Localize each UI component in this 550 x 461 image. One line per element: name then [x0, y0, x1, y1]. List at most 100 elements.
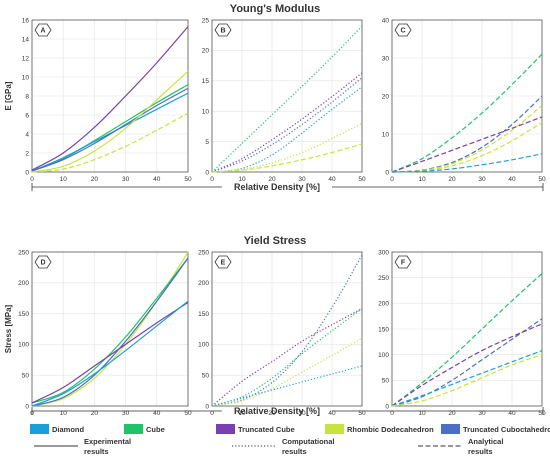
legend-label-truncated-cube: Truncated Cube [238, 425, 295, 434]
series-line-rhombic-dodecahedron [31, 112, 189, 173]
legend-label-cube: Cube [146, 425, 165, 434]
y-tick-label: 100 [198, 342, 209, 349]
y-tick-label: 0 [25, 403, 29, 410]
legend: Diamond Cube Truncated Cube Rhombic Dodecah… [30, 424, 550, 456]
row-title-yield-stress: Yield Stress [244, 235, 307, 247]
row-title-youngs-modulus: Young's Modulus [230, 3, 320, 15]
y-tick-label: 12 [22, 55, 30, 62]
x-tick-label: 10 [238, 410, 246, 417]
x-tick-label: 40 [328, 176, 336, 183]
y-axis-label: E [GPa] [4, 81, 13, 110]
panel-badge [34, 23, 52, 37]
y-tick-label: 20 [382, 93, 390, 100]
x-tick-label: 40 [328, 410, 336, 417]
x-axis-label-top: Relative Density [%] [234, 182, 320, 192]
series-line-truncated-cube [391, 116, 543, 173]
panel-b: 0 10 20 30 40 50 0 5 10 15 20 25 B [202, 17, 366, 183]
series-line-diamond [391, 349, 543, 407]
x-tick-label: 50 [538, 410, 546, 417]
y-tick-label: 25 [202, 17, 210, 24]
legend-label-truncated-cuboctahedron: Truncated Cuboctahedron [463, 425, 550, 434]
x-tick-label: 10 [238, 176, 246, 183]
x-tick-label: 50 [184, 410, 192, 417]
y-tick-label: 150 [18, 311, 29, 318]
series-line-diamond [391, 153, 543, 173]
x-tick-label: 0 [30, 176, 34, 183]
y-tick-label: 300 [378, 249, 389, 256]
series-line-truncated-cuboctahedron [391, 318, 543, 407]
y-tick-label: 2 [25, 150, 29, 157]
y-tick-label: 150 [198, 311, 209, 318]
y-tick-label: 250 [198, 249, 209, 256]
x-tick-label: 30 [298, 176, 306, 183]
panel-f: 0 10 20 30 40 50 0 50 100 150 200 250 300 F [378, 249, 546, 417]
legend-label-dashed: Analytical results [468, 437, 503, 456]
x-tick-label: 30 [298, 410, 306, 417]
series-line-truncated-cuboctahedron [31, 87, 189, 172]
y-tick-label: 150 [378, 326, 389, 333]
x-tick-label: 20 [91, 176, 99, 183]
series-line-rhombic-dodecahedron [211, 122, 363, 173]
series-line-cube [31, 84, 189, 172]
y-tick-label: 8 [25, 93, 29, 100]
series-line-rhombic-dodecahedron [211, 143, 363, 173]
y-tick-label: 14 [22, 36, 30, 43]
panel-e: 0 10 20 30 40 50 0 50 100 150 200 250 E [198, 249, 366, 417]
x-tick-label: 30 [478, 410, 486, 417]
x-tick-label: 10 [60, 410, 68, 417]
x-axis-label-bottom: Relative Density [%] [234, 406, 320, 416]
series-line-truncated-cuboctahedron [211, 254, 363, 407]
panel-letter: E [221, 260, 226, 267]
y-tick-label: 10 [382, 131, 390, 138]
x-span-bar-bottom [31, 405, 544, 417]
x-tick-label: 40 [153, 176, 161, 183]
y-tick-label: 100 [378, 352, 389, 359]
panel-c: 0 10 20 30 40 50 0 10 20 30 40 C [382, 17, 546, 183]
x-tick-label: 50 [358, 176, 366, 183]
y-tick-label: 0 [205, 403, 209, 410]
legend-swatch-truncated-cube [216, 424, 235, 434]
series-line-rhombic-dodecahedron [211, 337, 363, 407]
y-tick-label: 50 [202, 373, 210, 380]
y-tick-label: 6 [25, 112, 29, 119]
series-line-truncated-cuboctahedron [211, 77, 363, 173]
series-line-diamond [31, 92, 189, 172]
x-tick-label: 30 [478, 176, 486, 183]
panel-letter: B [220, 28, 225, 35]
series-line-rhombic-dodecahedron [391, 354, 543, 407]
y-tick-label: 20 [202, 48, 210, 55]
y-tick-label: 16 [22, 17, 30, 24]
y-tick-label: 200 [18, 280, 29, 287]
legend-swatch-diamond [30, 424, 49, 434]
legend-swatch-rhombic-dodecahedron [325, 424, 344, 434]
x-span-bar-top [31, 181, 544, 193]
panel-badge [214, 255, 232, 269]
y-tick-label: 50 [382, 378, 390, 385]
plot-frame [31, 19, 189, 173]
plot-frame [211, 19, 363, 173]
series-line-truncated-cube [31, 26, 189, 171]
y-tick-label: 200 [198, 280, 209, 287]
panel-letter: F [401, 260, 406, 267]
y-tick-label: 5 [205, 139, 209, 146]
x-tick-label: 50 [184, 176, 192, 183]
panel-badge [34, 255, 52, 269]
x-tick-label: 20 [448, 176, 456, 183]
x-tick-label: 50 [358, 410, 366, 417]
x-tick-label: 0 [30, 410, 34, 417]
x-tick-label: 40 [508, 176, 516, 183]
plot-frame [391, 251, 543, 407]
y-tick-label: 15 [202, 78, 210, 85]
x-tick-label: 0 [390, 410, 394, 417]
x-tick-label: 30 [122, 410, 130, 417]
plot-frame [211, 251, 363, 407]
panel-badge [214, 23, 232, 37]
y-tick-label: 250 [378, 275, 389, 282]
y-tick-label: 4 [25, 131, 29, 138]
y-tick-label: 0 [385, 169, 389, 176]
x-tick-label: 20 [91, 410, 99, 417]
x-tick-label: 20 [268, 410, 276, 417]
legend-label-solid: Experimental results [84, 437, 131, 456]
series-line-cube [211, 308, 363, 407]
